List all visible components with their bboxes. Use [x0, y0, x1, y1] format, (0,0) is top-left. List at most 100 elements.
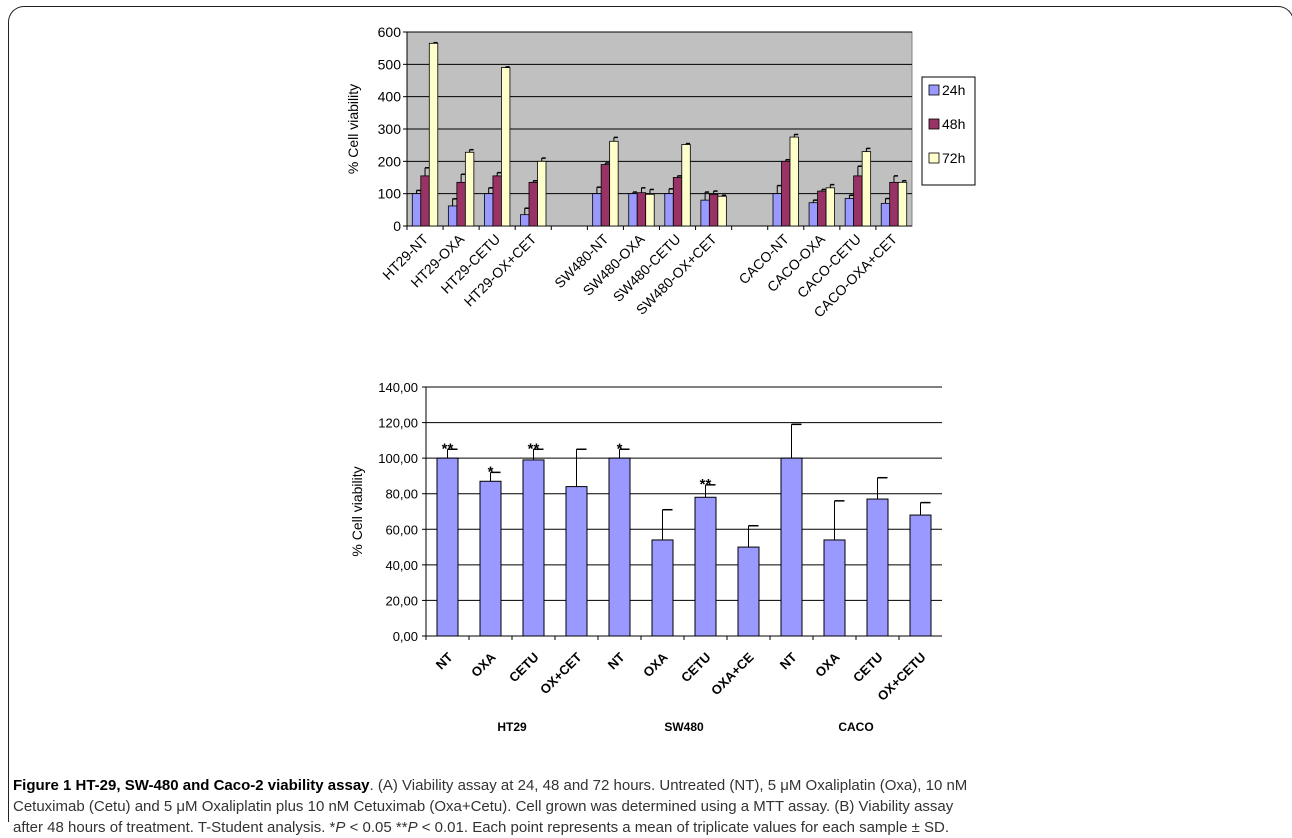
- bar: [522, 459, 545, 637]
- bar-24h: [664, 193, 674, 227]
- bar-24h: [592, 193, 602, 227]
- bar-24h: [844, 198, 855, 227]
- x-tick-label: OXA: [468, 649, 499, 680]
- significance-label: *: [488, 463, 494, 480]
- bar-72h: [609, 140, 619, 227]
- chart-a: 0100200300400500600HT29-NTHT29-OXAHT29-C…: [345, 24, 976, 321]
- bar-48h: [672, 177, 683, 227]
- legend-swatch: [928, 118, 940, 130]
- bar-24h: [484, 193, 494, 227]
- y-tick-label: 0,00: [393, 629, 418, 644]
- bar-24h: [808, 202, 818, 227]
- y-tick-label: 60,00: [385, 522, 418, 537]
- caption-text-3b: < 0.05 **: [345, 819, 408, 836]
- figure-caption: Figure 1 HT-29, SW-480 and Caco-2 viabil…: [13, 775, 1281, 838]
- bar-24h: [520, 214, 530, 227]
- bar-72h: [717, 195, 727, 227]
- chart-b: 0,00 20,00 40,00 60,00 80,00 100,00 120,00 140,…: [349, 380, 942, 734]
- x-tick-label: CETU: [850, 650, 886, 686]
- bar-48h: [781, 160, 791, 227]
- bar-48h: [853, 175, 863, 227]
- bar-72h: [681, 144, 691, 227]
- y-tick-label: 0: [393, 218, 401, 234]
- bar-48h: [528, 181, 538, 227]
- legend-swatch: [928, 84, 940, 96]
- bar-72h: [428, 42, 439, 227]
- x-tick-label: NT: [605, 649, 628, 672]
- figure-frame: [8, 6, 1292, 822]
- caption-p-1: P: [335, 819, 346, 836]
- x-tick-label: NT: [777, 649, 800, 672]
- bar-72h: [825, 187, 835, 227]
- caption-text-1: . (A) Viability assay at 24, 48 and 72 h…: [369, 777, 968, 794]
- bar-24h: [628, 193, 638, 227]
- legend-swatch: [928, 152, 940, 164]
- x-tick-label: OXA+CE: [708, 649, 757, 698]
- caption-text-3a: after 48 hours of treatment. T-Student a…: [13, 819, 336, 836]
- y-tick-label: 20,00: [385, 593, 418, 608]
- x-tick-label: NT: [433, 649, 456, 672]
- bar-72h: [897, 181, 908, 227]
- y-tick-label: 120,00: [378, 416, 418, 431]
- significance-label: **: [528, 440, 540, 457]
- bar: [436, 457, 459, 637]
- bar-48h: [420, 175, 430, 227]
- caption-title: Figure 1 HT-29, SW-480 and Caco-2 viabil…: [13, 777, 370, 794]
- y-tick-label: 300: [378, 121, 402, 137]
- bar-24h: [447, 205, 458, 227]
- y-tick-label: 140,00: [378, 380, 418, 395]
- caption-line-2: Cetuximab (Cetu) and 5 μM Oxaliplatin pl…: [13, 798, 954, 815]
- bar-72h: [861, 151, 872, 227]
- y-tick-label: 80,00: [385, 487, 418, 502]
- y-tick-label: 600: [378, 24, 402, 40]
- bar-48h: [889, 181, 899, 227]
- x-tick-label: CETU: [506, 650, 542, 686]
- caption-text-3c: < 0.01. Each point represents a mean of …: [417, 819, 950, 836]
- legend-label: 72h: [942, 150, 965, 166]
- x-tick-label: OX+CET: [537, 649, 585, 697]
- y-tick-label: 100,00: [378, 451, 418, 466]
- caption-p-2: P: [407, 819, 418, 836]
- bar-24h: [880, 202, 891, 227]
- bar-72h: [464, 151, 475, 227]
- y-axis-title: % Cell viability: [349, 466, 365, 556]
- x-tick-label: OXA: [640, 649, 671, 680]
- caption-line-1: Figure 1 HT-29, SW-480 and Caco-2 viabil…: [13, 775, 1281, 796]
- legend-label: 24h: [942, 82, 965, 98]
- bar: [694, 496, 717, 637]
- bar: [651, 539, 674, 637]
- y-tick-label: 40,00: [385, 558, 418, 573]
- bar-48h: [636, 192, 647, 227]
- bar-48h: [492, 175, 502, 227]
- bar: [823, 539, 846, 637]
- x-tick-label: OXA: [812, 649, 843, 680]
- bar-48h: [817, 190, 827, 227]
- y-tick-label: 500: [378, 56, 402, 72]
- bar: [479, 480, 502, 637]
- caption-line-3: after 48 hours of treatment. T-Student a…: [13, 817, 1281, 838]
- bar: [737, 546, 760, 637]
- bar-24h: [772, 193, 782, 227]
- bar: [608, 457, 631, 637]
- bar-48h: [600, 164, 611, 227]
- bar-24h: [700, 199, 710, 227]
- significance-label: **: [442, 440, 454, 457]
- bar-72h: [789, 136, 799, 227]
- significance-label: *: [617, 440, 623, 457]
- bar-48h: [708, 193, 719, 227]
- bar-24h: [411, 193, 422, 227]
- bar: [866, 498, 889, 637]
- group-label: SW480: [664, 720, 704, 734]
- bar: [780, 457, 803, 637]
- group-label: HT29: [497, 720, 527, 734]
- group-label: CACO: [838, 720, 873, 734]
- bar: [565, 486, 588, 637]
- legend-label: 48h: [942, 116, 965, 132]
- bar-72h: [501, 67, 511, 227]
- bar-72h: [645, 193, 655, 227]
- y-tick-label: 200: [378, 153, 402, 169]
- bar-72h: [537, 160, 547, 227]
- y-tick-label: 400: [378, 89, 402, 105]
- y-tick-label: 100: [378, 186, 402, 202]
- bar-48h: [456, 181, 466, 227]
